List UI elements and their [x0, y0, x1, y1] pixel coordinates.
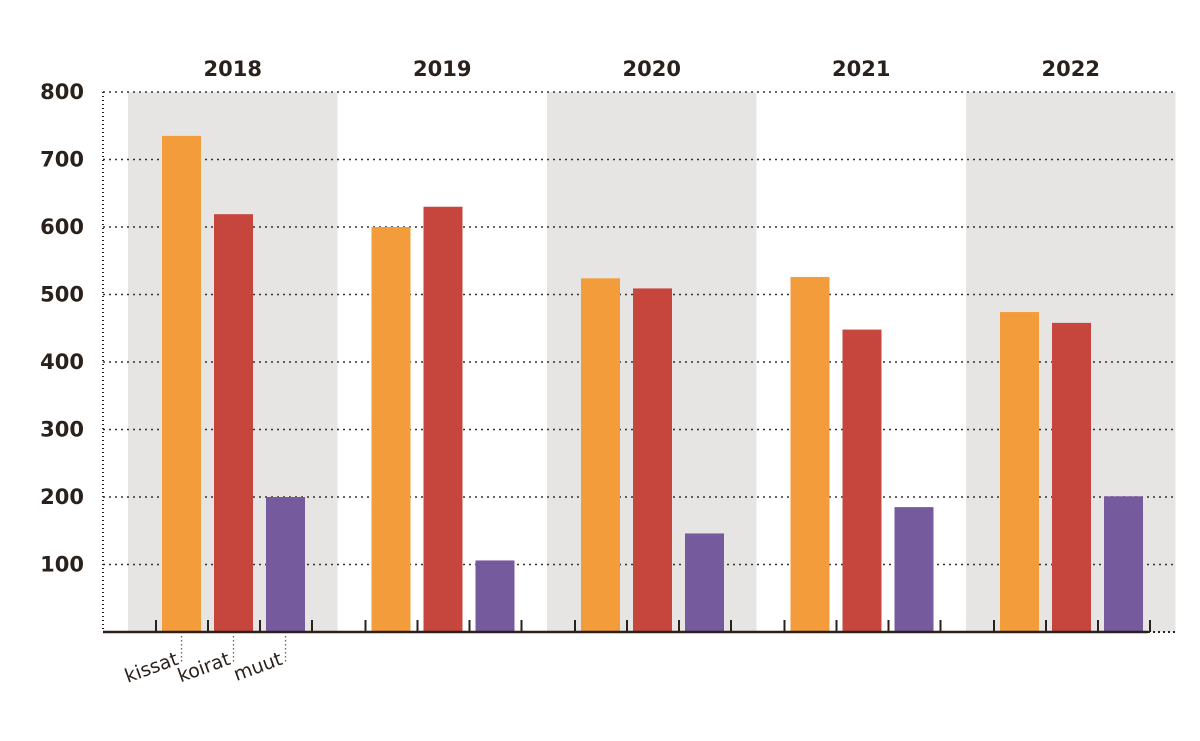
- bar-koirat-2019: [423, 206, 463, 632]
- series-label-kissat: kissat: [122, 648, 181, 688]
- bar-muut-2020: [685, 533, 724, 632]
- bar-muut-2021: [894, 507, 934, 632]
- axes: [102, 92, 1175, 634]
- bar-kissat-2020: [581, 278, 620, 632]
- year-label: 2019: [413, 57, 471, 81]
- y-tick-label: 600: [40, 215, 84, 239]
- bar-koirat-2021: [842, 329, 882, 632]
- bars: [162, 135, 1143, 633]
- bar-koirat-2018: [214, 214, 253, 633]
- year-label: 2022: [1042, 57, 1100, 81]
- series-label-koirat: koirat: [175, 648, 233, 687]
- bar-koirat-2022: [1052, 322, 1091, 632]
- bar-koirat-2020: [633, 288, 672, 632]
- bar-muut-2019: [475, 560, 515, 632]
- bar-muut-2022: [1104, 496, 1143, 632]
- year-label: 2018: [204, 57, 262, 81]
- y-tick-label: 200: [40, 485, 84, 509]
- y-tick-label: 800: [40, 80, 84, 104]
- year-label: 2021: [832, 57, 890, 81]
- series-label-muut: muut: [231, 648, 286, 686]
- bar-kissat-2021: [790, 276, 830, 632]
- y-tick-label: 700: [40, 148, 84, 172]
- y-tick-labels: 100 200 300 400 500 600 700 800: [40, 80, 84, 577]
- bar-kissat-2022: [1000, 312, 1039, 632]
- year-label: 2020: [623, 57, 681, 81]
- y-tick-label: 500: [40, 283, 84, 307]
- y-tick-label: 100: [40, 553, 84, 577]
- bar-kissat-2019: [371, 227, 411, 632]
- bar-kissat-2018: [162, 135, 201, 632]
- year-labels: 2018 2019 2020 2021 2022: [204, 57, 1100, 81]
- y-tick-label: 400: [40, 350, 84, 374]
- bar-muut-2018: [266, 497, 305, 632]
- y-tick-label: 300: [40, 418, 84, 442]
